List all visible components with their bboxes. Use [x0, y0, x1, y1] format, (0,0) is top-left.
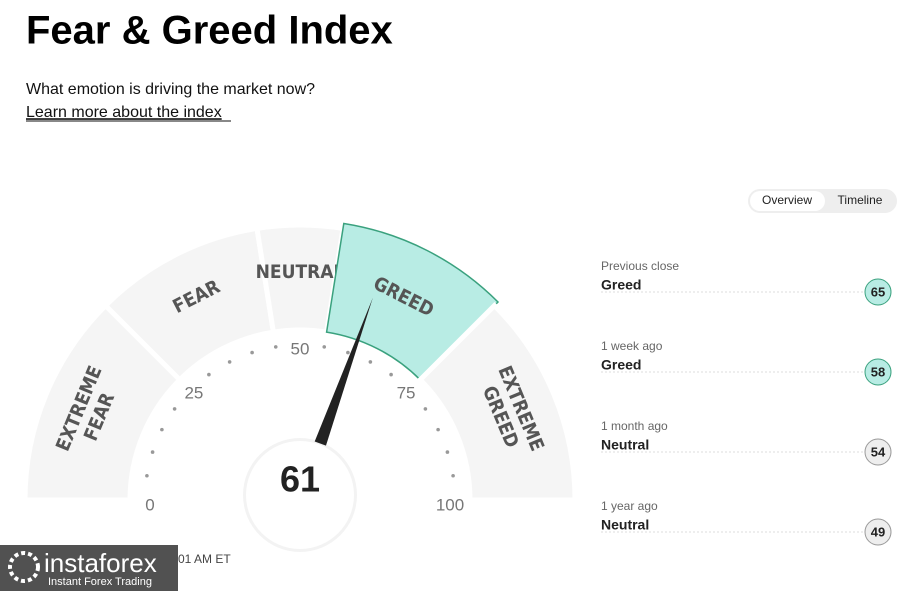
history-label: Previous close [601, 259, 679, 273]
tick-dot [346, 350, 350, 355]
tick-dot [172, 407, 177, 411]
tab-overview[interactable]: Overview [762, 193, 812, 207]
zone [416, 302, 578, 503]
tick-label: 75 [397, 383, 416, 402]
tick-label: 50 [291, 339, 310, 358]
tick-dot [423, 407, 428, 411]
history-value: 49 [871, 524, 885, 539]
history-badge [864, 358, 892, 386]
zone [325, 222, 500, 381]
tick-dot [150, 450, 155, 454]
tick-dot [436, 427, 440, 432]
tick-dot [145, 473, 149, 478]
tick-dot [445, 450, 450, 454]
tick-dot [160, 427, 164, 432]
title: Fear & Greed Index [26, 9, 393, 53]
history-rating: Neutral [601, 437, 649, 453]
watermark-tagline: Instant Forex Trading [48, 576, 152, 588]
needle [314, 297, 373, 446]
history-rating: Greed [601, 357, 641, 373]
zone-label: NEUTRAL [256, 261, 345, 283]
history-rating: Greed [601, 277, 641, 293]
history-rating: Neutral [601, 517, 649, 533]
tick-dot [250, 350, 254, 355]
history-badge [864, 438, 892, 466]
history: Previous close Greed 65 1 week ago Greed 58 1 … [601, 259, 892, 546]
center [246, 441, 354, 549]
history-label: 1 week ago [601, 339, 663, 353]
history-value: 54 [871, 444, 886, 459]
tick-dot [273, 345, 278, 349]
tick-dot [389, 372, 393, 377]
history-value: 58 [871, 364, 885, 379]
tab-timeline[interactable]: Timeline [838, 193, 883, 207]
history-badge [864, 518, 892, 546]
gauge: EXTREMEFEARFEARNEUTRALGREEDEXTREMEGREED0… [22, 222, 578, 552]
tick-dot [368, 360, 373, 364]
watermark-logo [8, 551, 40, 583]
tick-label: 100 [436, 495, 464, 514]
tick-dot [451, 473, 455, 478]
tick-dot [207, 372, 211, 377]
tick-label: 25 [184, 383, 203, 402]
history-label: 1 year ago [601, 499, 658, 513]
tick-label: 0 [145, 495, 154, 514]
tick-dot [322, 345, 327, 349]
zone-label-line: NEUTRAL [256, 261, 345, 283]
history-value: 65 [871, 284, 885, 299]
watermark-brand: instaforex [44, 548, 157, 578]
tab-active-bg [750, 191, 825, 211]
tick-dot [227, 360, 232, 364]
learn-more-link[interactable]: Learn more about the index [26, 104, 222, 121]
subtitle: What emotion is driving the market now? [26, 81, 315, 98]
history-badge [864, 278, 892, 306]
updated: 01 AM ET [178, 552, 231, 566]
history-label: 1 month ago [601, 419, 668, 433]
gauge-value: 61 [280, 459, 320, 500]
